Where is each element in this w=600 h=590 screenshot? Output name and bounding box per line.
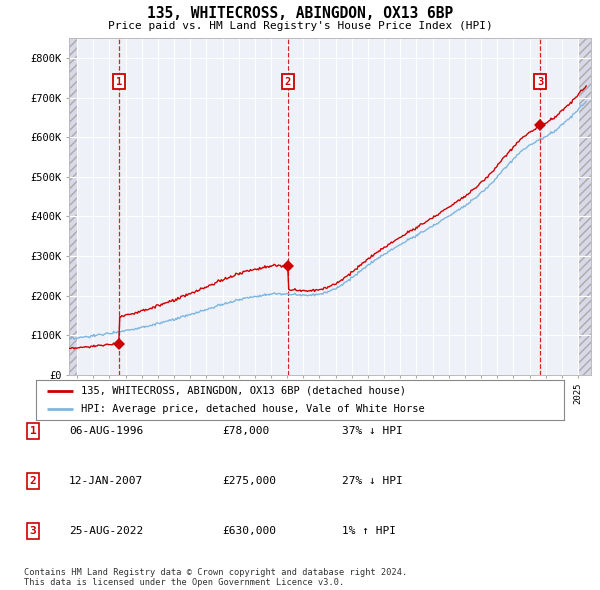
Text: 25-AUG-2022: 25-AUG-2022 (69, 526, 143, 536)
Text: 3: 3 (29, 526, 37, 536)
Text: £78,000: £78,000 (222, 426, 269, 435)
Text: 3: 3 (537, 77, 543, 87)
Text: 12-JAN-2007: 12-JAN-2007 (69, 476, 143, 486)
Text: 1% ↑ HPI: 1% ↑ HPI (342, 526, 396, 536)
Text: 2: 2 (284, 77, 291, 87)
Text: 1: 1 (29, 426, 37, 435)
Text: 2: 2 (29, 476, 37, 486)
Text: 135, WHITECROSS, ABINGDON, OX13 6BP (detached house): 135, WHITECROSS, ABINGDON, OX13 6BP (det… (81, 386, 406, 396)
Text: 06-AUG-1996: 06-AUG-1996 (69, 426, 143, 435)
Text: HPI: Average price, detached house, Vale of White Horse: HPI: Average price, detached house, Vale… (81, 404, 425, 414)
Text: Price paid vs. HM Land Registry's House Price Index (HPI): Price paid vs. HM Land Registry's House … (107, 21, 493, 31)
Text: 37% ↓ HPI: 37% ↓ HPI (342, 426, 403, 435)
Text: £630,000: £630,000 (222, 526, 276, 536)
Text: 135, WHITECROSS, ABINGDON, OX13 6BP: 135, WHITECROSS, ABINGDON, OX13 6BP (147, 6, 453, 21)
Text: £275,000: £275,000 (222, 476, 276, 486)
Text: Contains HM Land Registry data © Crown copyright and database right 2024.
This d: Contains HM Land Registry data © Crown c… (24, 568, 407, 587)
Text: 27% ↓ HPI: 27% ↓ HPI (342, 476, 403, 486)
Text: 1: 1 (116, 77, 122, 87)
